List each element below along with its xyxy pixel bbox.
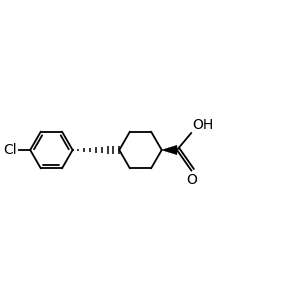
Text: Cl: Cl xyxy=(3,143,17,157)
Polygon shape xyxy=(162,145,177,155)
Text: O: O xyxy=(187,173,197,187)
Text: OH: OH xyxy=(192,118,213,132)
